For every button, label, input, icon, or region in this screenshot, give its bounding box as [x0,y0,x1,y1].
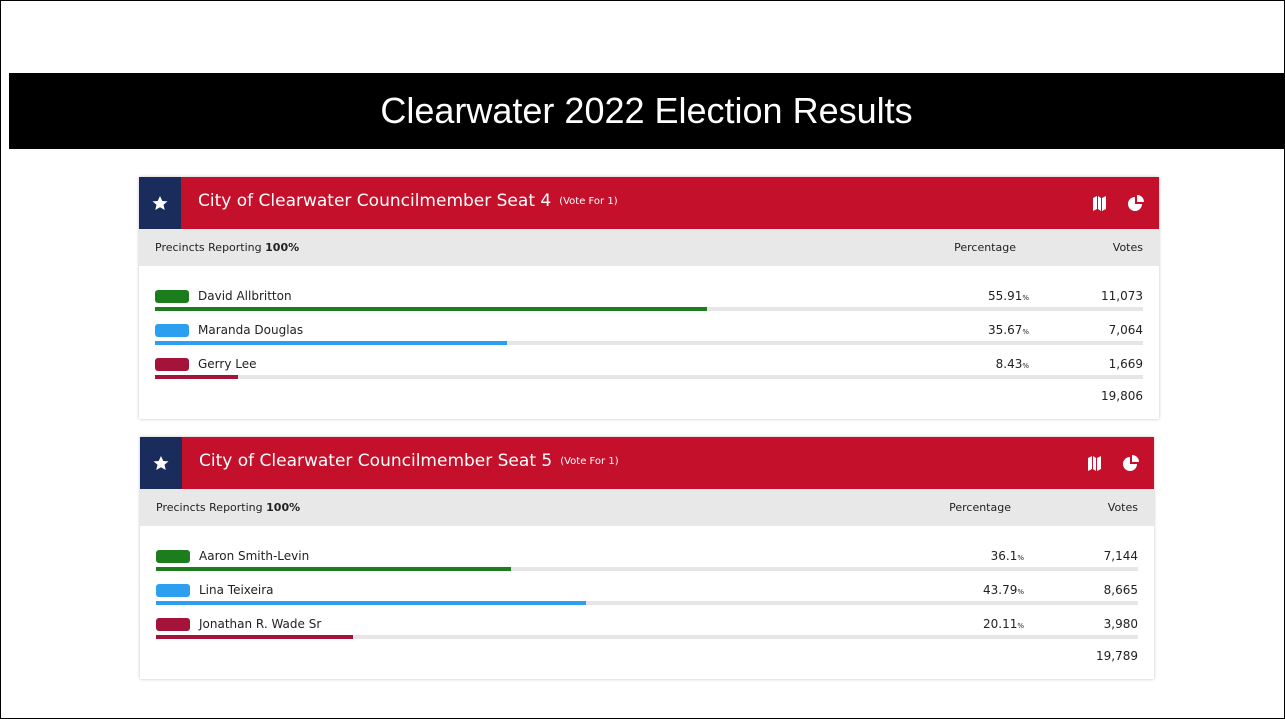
percentage-value: 43.79 [982,583,1018,597]
favorite-star[interactable] [140,437,182,489]
bar-track [156,567,1138,571]
percentage-value: 35.67 [987,323,1023,337]
star-icon [153,456,169,470]
candidate-swatch [155,290,189,303]
candidate-percentage: 20.11% [983,617,1024,631]
candidate-name: Maranda Douglas [198,323,304,337]
precincts: Precincts Reporting 100% [156,501,300,514]
percent-sign: % [1017,622,1024,630]
chart-icon[interactable] [1123,455,1139,471]
candidate-swatch [156,550,190,563]
percentage-value: 55.91 [987,289,1023,303]
column-header: Precincts Reporting 100% Percentage Votes [139,229,1159,266]
race-name-text: City of Clearwater Councilmember Seat 4 [198,191,552,211]
percentage-header: Percentage [954,241,1016,254]
percentage-header: Percentage [949,501,1011,514]
candidate-percentage: 36.1% [991,549,1024,563]
slide-title: Clearwater 2022 Election Results [9,73,1284,149]
candidate-name: Gerry Lee [198,357,257,371]
candidate-row: Gerry Lee 8.43% 1,669 [139,355,1159,389]
candidate-swatch [155,358,189,371]
vote-bar [155,341,508,345]
candidate-swatch [156,584,190,597]
precincts-value: 100% [265,241,300,254]
candidate-votes: 3,980 [1103,617,1138,631]
percent-sign: % [1017,554,1024,562]
candidate-votes: 1,669 [1108,357,1143,371]
race-panel: City of Clearwater Councilmember Seat 4 (… [139,177,1159,419]
column-header: Precincts Reporting 100% Percentage Votes [140,489,1154,526]
votes-header: Votes [1107,501,1138,514]
vote-bar [155,307,708,311]
map-icon[interactable] [1088,456,1101,471]
candidate-percentage: 35.67% [988,323,1029,337]
chart-icon[interactable] [1128,195,1144,211]
candidate-swatch [156,618,190,631]
race-name: City of Clearwater Councilmember Seat 5 (… [199,451,619,471]
percent-sign: % [1022,328,1029,336]
candidate-votes: 7,144 [1103,549,1138,563]
favorite-star[interactable] [139,177,181,229]
precincts: Precincts Reporting 100% [155,241,299,254]
candidate-name: Aaron Smith-Levin [199,549,310,563]
precincts-label: Precincts Reporting [155,241,262,254]
vote-bar [156,635,354,639]
bar-track [155,341,1143,345]
candidate-percentage: 8.43% [996,357,1029,371]
race-name: City of Clearwater Councilmember Seat 4 (… [198,191,618,211]
candidate-row: Lina Teixeira 43.79% 8,665 [140,581,1154,615]
candidate-row: Aaron Smith-Levin 36.1% 7,144 [140,547,1154,581]
candidate-row: Maranda Douglas 35.67% 7,064 [139,321,1159,355]
candidate-row: David Allbritton 55.91% 11,073 [139,287,1159,321]
candidate-percentage: 55.91% [988,289,1029,303]
votes-header: Votes [1112,241,1143,254]
percentage-value: 36.1 [990,549,1018,563]
candidate-percentage: 43.79% [983,583,1024,597]
vote-bar [155,375,239,379]
vote-for: (Vote For 1) [560,456,619,467]
map-icon[interactable] [1093,196,1106,211]
vote-bar [156,567,511,571]
candidate-swatch [155,324,189,337]
candidate-name: Lina Teixeira [199,583,274,597]
race-icons [1089,195,1149,217]
percentage-value: 20.11 [982,617,1018,631]
race-header: City of Clearwater Councilmember Seat 5 (… [140,437,1154,489]
candidate-votes: 7,064 [1108,323,1143,337]
percent-sign: % [1017,588,1024,596]
total-votes: 19,789 [1096,649,1138,663]
vote-for: (Vote For 1) [559,196,618,207]
candidate-name: Jonathan R. Wade Sr [199,617,322,631]
candidate-votes: 8,665 [1103,583,1138,597]
race-header: City of Clearwater Councilmember Seat 4 (… [139,177,1159,229]
bar-track [155,307,1143,311]
vote-bar [156,601,587,605]
candidate-votes: 11,073 [1101,289,1143,303]
race-panel: City of Clearwater Councilmember Seat 5 (… [140,437,1154,679]
precincts-label: Precincts Reporting [156,501,263,514]
precincts-value: 100% [266,501,301,514]
candidate-name: David Allbritton [198,289,292,303]
percent-sign: % [1022,362,1029,370]
bar-track [156,601,1138,605]
race-icons [1084,455,1144,477]
percent-sign: % [1022,294,1029,302]
bar-track [155,375,1143,379]
percentage-value: 8.43 [995,357,1023,371]
bar-track [156,635,1138,639]
race-name-text: City of Clearwater Councilmember Seat 5 [199,451,553,471]
total-votes: 19,806 [1101,389,1143,403]
star-icon [152,196,168,210]
candidate-row: Jonathan R. Wade Sr 20.11% 3,980 [140,615,1154,649]
